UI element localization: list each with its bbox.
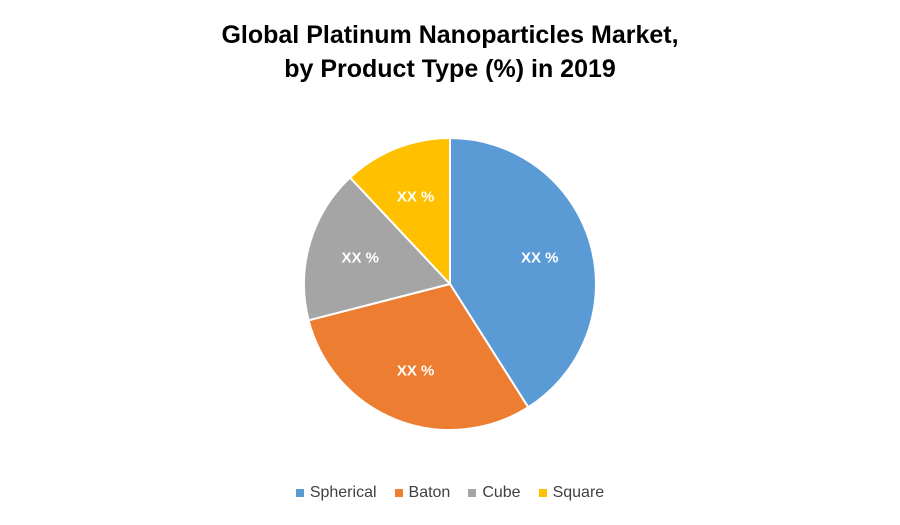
legend: Spherical Baton Cube Square <box>0 484 900 502</box>
data-label-cube: XX % <box>342 249 380 266</box>
chart-title-line-2: by Product Type (%) in 2019 <box>284 55 616 83</box>
legend-swatch-square <box>538 489 547 497</box>
legend-label-square: Square <box>552 484 605 501</box>
legend-item-square: Square <box>538 484 605 502</box>
legend-swatch-baton <box>394 489 403 497</box>
legend-label-baton: Baton <box>408 484 451 501</box>
pie-slice-square <box>348 136 451 287</box>
legend-item-spherical: Spherical <box>295 484 377 502</box>
pie-slice-baton <box>307 282 530 431</box>
pie-data-labels: XX % XX % XX % XX % <box>342 189 559 380</box>
data-label-baton: XX % <box>397 362 435 379</box>
legend-item-cube: Cube <box>468 484 521 502</box>
data-label-spherical: XX % <box>521 249 559 266</box>
data-label-square: XX % <box>397 189 435 206</box>
chart-title: Global Platinum Nanoparticles Market, by… <box>0 18 900 86</box>
pie-slice-cube <box>303 176 452 322</box>
legend-item-baton: Baton <box>394 484 451 502</box>
legend-label-cube: Cube <box>482 484 521 501</box>
pie-slices <box>303 136 597 431</box>
legend-swatch-cube <box>468 489 477 497</box>
legend-label-spherical: Spherical <box>309 484 377 501</box>
chart-title-line-1: Global Platinum Nanoparticles Market, <box>221 21 679 49</box>
legend-swatch-spherical <box>295 489 304 497</box>
